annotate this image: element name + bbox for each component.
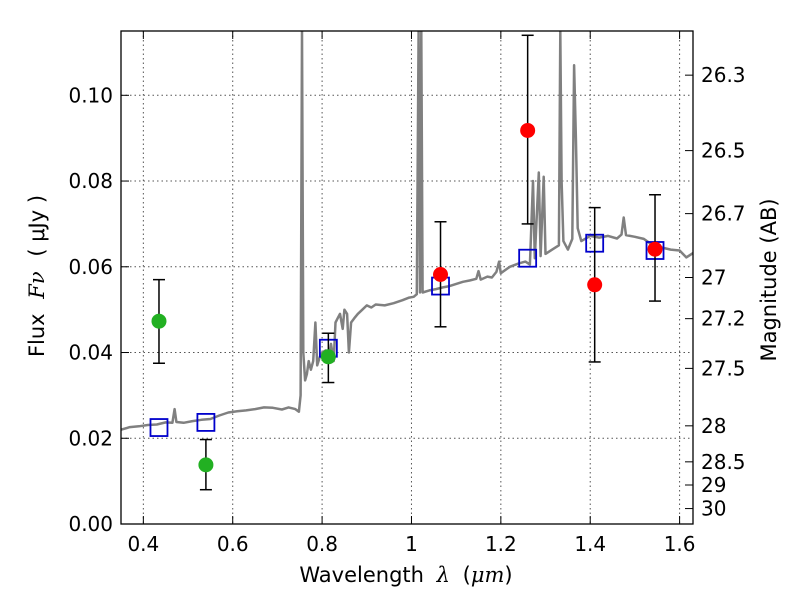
x-tick-label: 0.6 — [217, 532, 249, 556]
y-tick-label: 0.02 — [68, 426, 113, 450]
points-layer — [149, 34, 665, 491]
mag-tick-label: 26.7 — [701, 202, 746, 226]
x-axis-label: Wavelength λ (μm) — [299, 563, 512, 587]
mag-tick-label: 27.5 — [701, 356, 746, 380]
x-tick-label: 1.2 — [485, 532, 517, 556]
y-axis-label-unit: ( μJy ) — [25, 195, 49, 257]
y-tick-label: 0.10 — [68, 83, 113, 107]
model-spectrum-line — [121, 31, 693, 431]
x-axis-label-unit-close: ) — [504, 563, 512, 587]
x-tick-label: 0.4 — [127, 532, 159, 556]
model-flux-square — [518, 248, 538, 268]
grid-layer — [121, 31, 693, 524]
x-axis-label-text: Wavelength — [299, 563, 424, 587]
mag-tick-label: 28 — [701, 414, 726, 438]
green-flux-point — [151, 313, 167, 329]
y2-axis-label: Magnitude (AB) — [757, 198, 781, 361]
y-axis-label: Flux Fν ( μJy ) — [25, 195, 49, 357]
mag-tick-label: 29 — [701, 473, 726, 497]
green-flux-point — [198, 457, 214, 473]
mag-tick-label: 27.2 — [701, 307, 746, 331]
spectrum-layer — [121, 31, 693, 431]
x-axis-label-unit-open: ( — [463, 563, 471, 587]
x-axis-label-symbol: λ — [436, 563, 450, 587]
x-tick-label: 1 — [405, 532, 418, 556]
ticks-layer: 0.4 0.6 0.8 1 1.2 1.4 1.6 0.00 0.02 0.04 0.06 0.08 0… — [68, 31, 746, 556]
red-flux-point — [647, 241, 663, 257]
green-flux-point — [320, 349, 336, 365]
mag-tick-label: 27 — [701, 266, 726, 290]
x-tick-label: 1.4 — [574, 532, 606, 556]
y-tick-label: 0.08 — [68, 169, 113, 193]
x-tick-label: 1.6 — [664, 532, 696, 556]
x-axis-label-unit: μm — [471, 563, 505, 587]
y-axis-label-symbol: Fν — [25, 271, 49, 300]
y-axis-label-text: Flux — [25, 313, 49, 357]
mag-tick-label: 26.5 — [701, 139, 746, 163]
model-flux-square — [149, 418, 169, 437]
red-flux-point — [520, 122, 536, 138]
red-flux-point — [433, 266, 449, 282]
mag-tick-label: 30 — [701, 497, 726, 521]
x-tick-label: 0.8 — [306, 532, 338, 556]
red-flux-point — [587, 277, 603, 293]
mag-tick-label: 26.3 — [701, 63, 746, 87]
y-tick-label: 0.06 — [68, 255, 113, 279]
mag-tick-label: 28.5 — [701, 450, 746, 474]
y-tick-label: 0.00 — [68, 512, 113, 536]
plot-frame — [120, 30, 694, 525]
y-tick-label: 0.04 — [68, 341, 113, 365]
model-flux-square — [196, 412, 216, 432]
